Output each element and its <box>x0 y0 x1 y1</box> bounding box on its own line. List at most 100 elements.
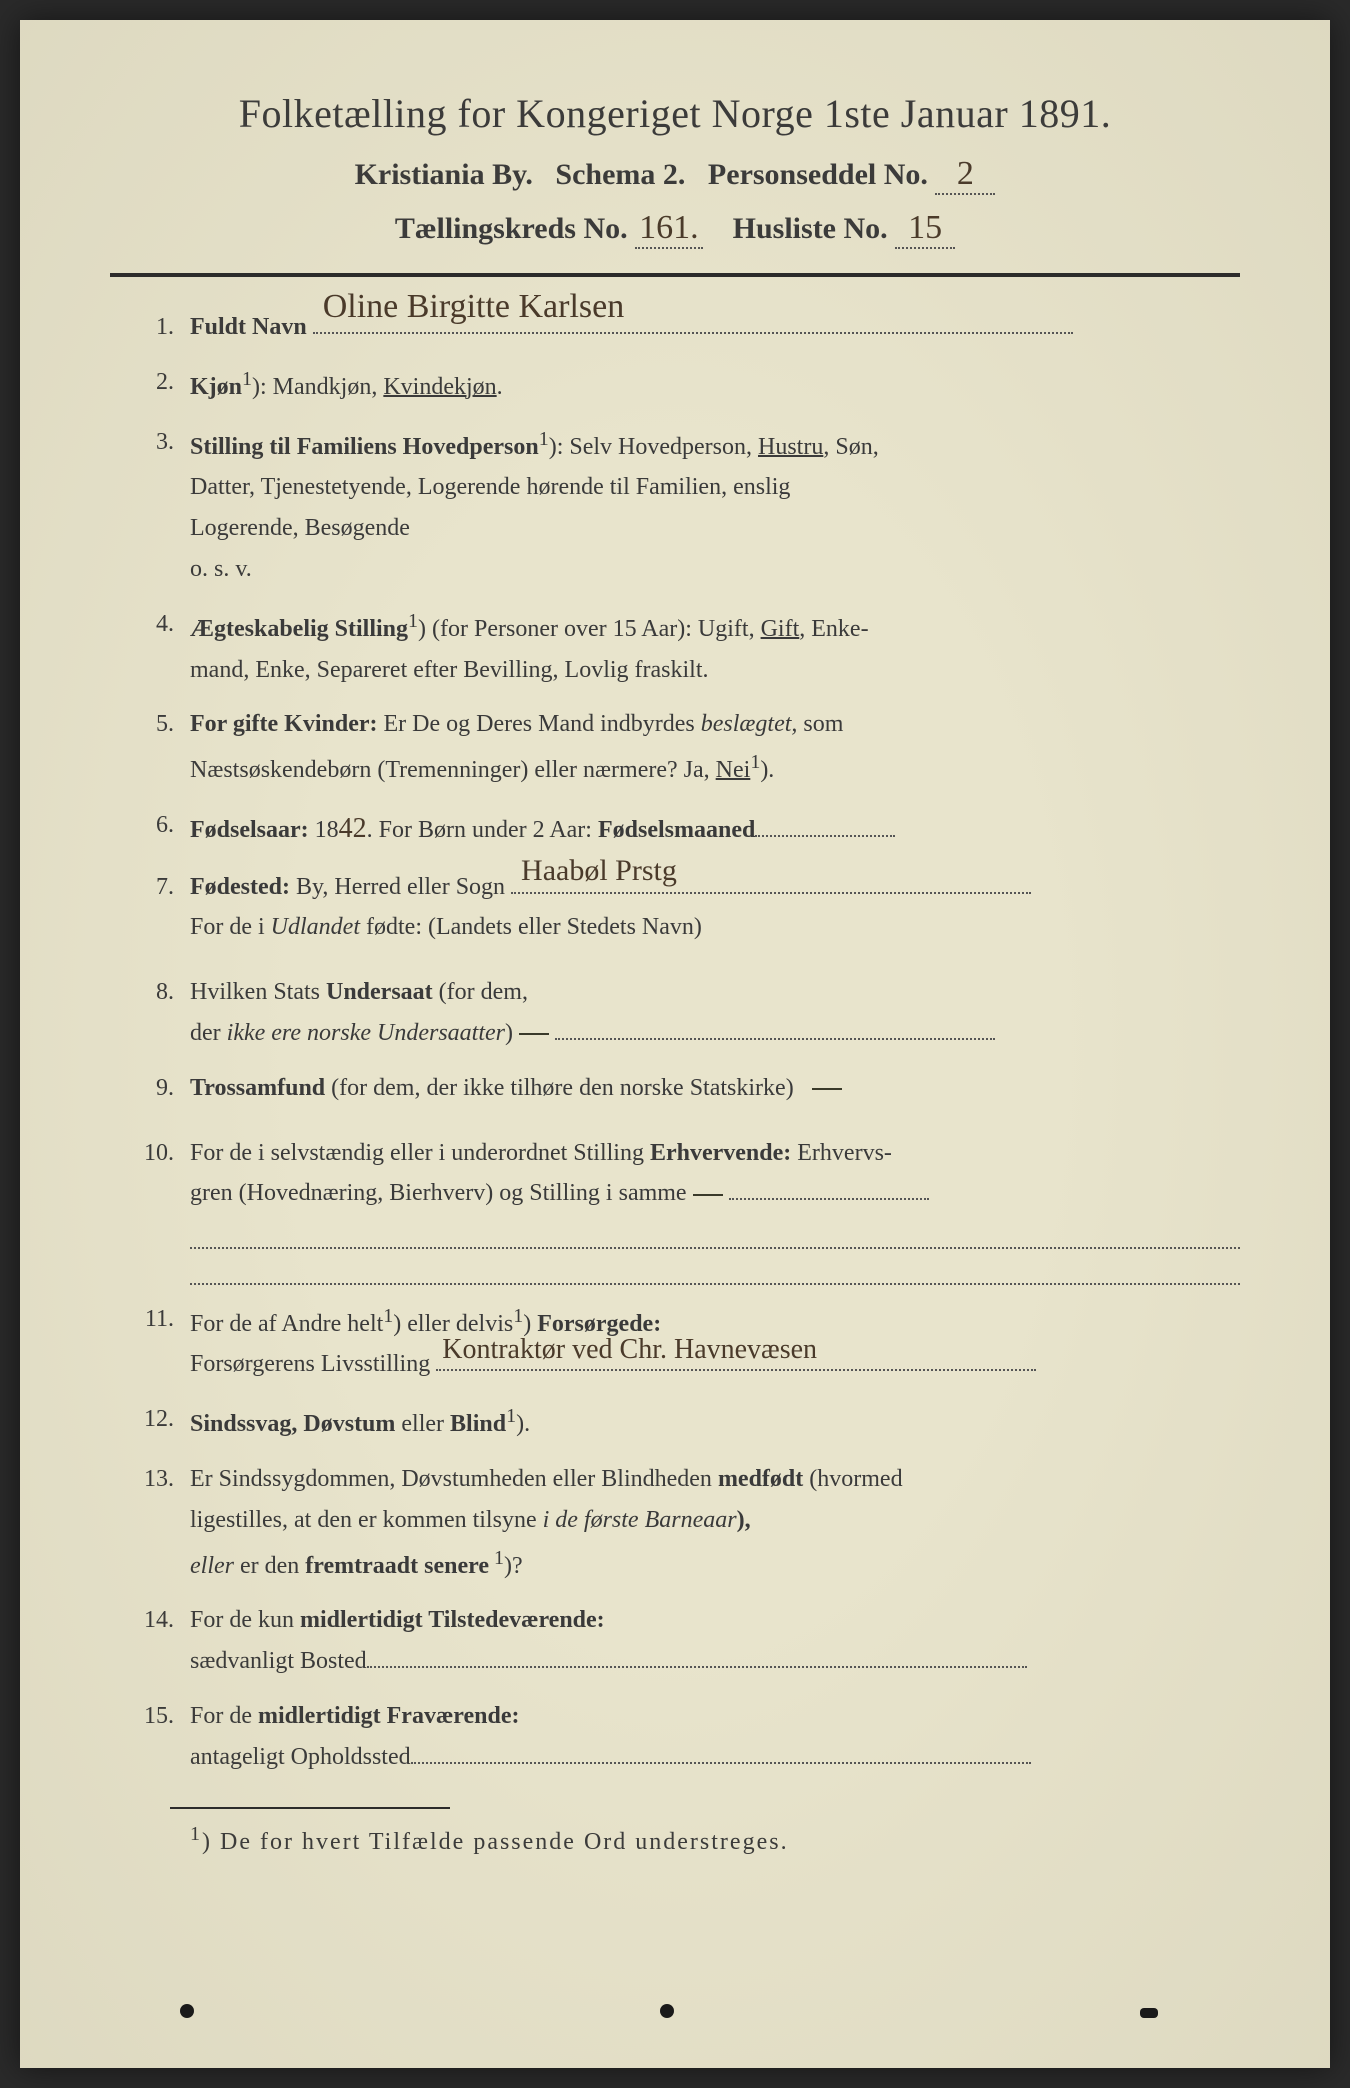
dash-mark <box>693 1194 723 1196</box>
q4-line2: mand, Enke, Separeret efter Bevilling, L… <box>190 657 709 683</box>
q3-underlined: Hustru <box>758 434 823 460</box>
question-4: 4. Ægteskabelig Stilling1) (for Personer… <box>130 604 1240 691</box>
q5-italic: beslægtet, <box>701 711 798 737</box>
question-14: 14. For de kun midlertidigt Tilstedevære… <box>130 1600 1240 1682</box>
question-15: 15. For de midlertidigt Fraværende: anta… <box>130 1696 1240 1778</box>
question-12: 12. Sindssvag, Døvstum eller Blind1). <box>130 1399 1240 1445</box>
question-6: 6. Fødselsaar: 1842. For Børn under 2 Aa… <box>130 805 1240 853</box>
q12-label: Sindssvag, Døvstum <box>190 1411 395 1437</box>
q13-t3a: eller <box>190 1553 234 1579</box>
form-header: Folketælling for Kongeriget Norge 1ste J… <box>110 90 1240 249</box>
q13-t2a: ligestilles, at den er kommen tilsyne <box>190 1507 543 1533</box>
sup: 1 <box>489 1547 504 1569</box>
q-num: 5. <box>130 704 190 745</box>
q3-t1: ): Selv Hovedperson, <box>549 434 758 460</box>
question-13: 13. Er Sindssygdommen, Døvstumheden elle… <box>130 1459 1240 1586</box>
footnote: 1) De for hvert Tilfælde passende Ord un… <box>190 1823 1240 1856</box>
q10-bold: Erhvervende: <box>650 1140 791 1166</box>
dash-mark <box>812 1088 842 1090</box>
kreds-value: 161. <box>635 209 703 249</box>
dash-mark <box>519 1033 549 1035</box>
q13-suffix: )? <box>504 1553 523 1579</box>
q2-suffix: . <box>497 374 503 400</box>
sup: 1 <box>539 428 549 450</box>
q5-label: For gifte Kvinder: <box>190 711 378 737</box>
sup: 1 <box>242 368 252 390</box>
city-label: Kristiania By. <box>355 158 533 191</box>
q6-t2: . For Børn under 2 Aar: <box>367 817 598 843</box>
question-8: 8. Hvilken Stats Undersaat (for dem, der… <box>130 972 1240 1054</box>
q2-text: ): Mandkjøn, <box>252 374 383 400</box>
q5-t1b: som <box>797 711 843 737</box>
q5-underlined: Nei <box>716 757 751 783</box>
q14-line2: sædvanligt Bosted <box>190 1648 367 1674</box>
q11-t1a: For de af Andre helt <box>190 1311 383 1337</box>
question-10: 10. For de i selvstændig eller i underor… <box>130 1133 1240 1285</box>
q6-label2: Fødselsmaaned <box>598 817 755 843</box>
q-num: 10. <box>130 1133 190 1174</box>
question-2: 2. Kjøn1): Mandkjøn, Kvindekjøn. <box>130 362 1240 408</box>
q13-t3b: er den <box>234 1553 305 1579</box>
sup: 1 <box>513 1305 523 1327</box>
husliste-label: Husliste No. <box>733 212 888 245</box>
q-num: 4. <box>130 604 190 645</box>
q4-underlined: Gift <box>761 616 800 642</box>
q-num: 2. <box>130 362 190 403</box>
q7-value: Haabøl Prstg <box>521 845 677 896</box>
q7-t2b: fødte: (Landets eller Stedets Navn) <box>360 914 702 940</box>
sup: 1 <box>383 1305 393 1327</box>
footnote-sup: 1 <box>190 1823 202 1845</box>
q1-label: Fuldt Navn <box>190 314 307 340</box>
q8-bold: Undersaat <box>326 979 433 1005</box>
q10-t1b: Erhvervs- <box>791 1140 892 1166</box>
q13-italic1: i de første Barneaar <box>543 1507 737 1533</box>
q6-year: 42 <box>339 805 367 853</box>
q3-line2: Datter, Tjenestetyende, Logerende hørend… <box>190 474 790 500</box>
q15-line2: antageligt Opholdssted <box>190 1744 411 1770</box>
q14-t1: For de kun <box>190 1607 300 1633</box>
personseddel-value: 2 <box>935 155 995 195</box>
q12-text: eller <box>395 1411 450 1437</box>
q8-t1: Hvilken Stats <box>190 979 326 1005</box>
question-9: 9. Trossamfund (for dem, der ikke tilhør… <box>130 1068 1240 1109</box>
q13-t1a: Er Sindssygdommen, Døvstumheden eller Bl… <box>190 1466 718 1492</box>
kreds-label: Tællingskreds No. <box>395 212 628 245</box>
q10-line2: gren (Hovednæring, Bierhverv) og Stillin… <box>190 1180 687 1206</box>
husliste-value: 15 <box>895 209 955 249</box>
footnote-divider <box>170 1807 450 1809</box>
q2-label: Kjøn <box>190 374 242 400</box>
question-1: 1. Fuldt Navn Oline Birgitte Karlsen <box>130 307 1240 348</box>
q4-t1b: , Enke- <box>799 616 868 642</box>
q7-label: Fødested: <box>190 874 290 900</box>
q4-label: Ægteskabelig Stilling <box>190 616 408 642</box>
q3-line3: Logerende, Besøgende <box>190 515 410 541</box>
q8-italic: ikke ere norske Undersaatter <box>227 1020 505 1046</box>
q12-suffix: ). <box>516 1411 530 1437</box>
q1-value: Oline Birgitte Karlsen <box>323 278 625 336</box>
q3-label: Stilling til Familiens Hovedperson <box>190 434 539 460</box>
q9-text: (for dem, der ikke tilhøre den norske St… <box>325 1075 794 1101</box>
q15-t1: For de <box>190 1703 258 1729</box>
q4-t1: ) (for Personer over 15 Aar): Ugift, <box>418 616 761 642</box>
q6-yp: 18 <box>309 817 339 843</box>
question-7: 7. Fødested: By, Herred eller Sogn Haabø… <box>130 867 1240 949</box>
sup: 1 <box>750 751 760 773</box>
q5-t1: Er De og Deres Mand indbyrdes <box>378 711 701 737</box>
q7-t1: By, Herred eller Sogn <box>290 874 505 900</box>
question-5: 5. For gifte Kvinder: Er De og Deres Man… <box>130 704 1240 791</box>
q-num: 9. <box>130 1068 190 1109</box>
footnote-text: ) De for hvert Tilfælde passende Ord und… <box>202 1829 789 1855</box>
subtitle-row-2: Tællingskreds No. 161. Husliste No. 15 <box>110 209 1240 249</box>
sup: 1 <box>506 1405 516 1427</box>
q8-t2b: ) <box>505 1020 513 1046</box>
q-num: 1. <box>130 307 190 348</box>
q-num: 3. <box>130 422 190 463</box>
subtitle-row-1: Kristiania By. Schema 2. Personseddel No… <box>110 155 1240 195</box>
census-form-page: Folketælling for Kongeriget Norge 1ste J… <box>20 20 1330 2068</box>
q12-bold2: Blind <box>450 1411 506 1437</box>
page-spot <box>660 2004 674 2018</box>
q-num: 11. <box>130 1299 190 1340</box>
q-num: 8. <box>130 972 190 1013</box>
q14-bold: midlertidigt Tilstedeværende: <box>300 1607 605 1633</box>
q-num: 13. <box>130 1459 190 1500</box>
